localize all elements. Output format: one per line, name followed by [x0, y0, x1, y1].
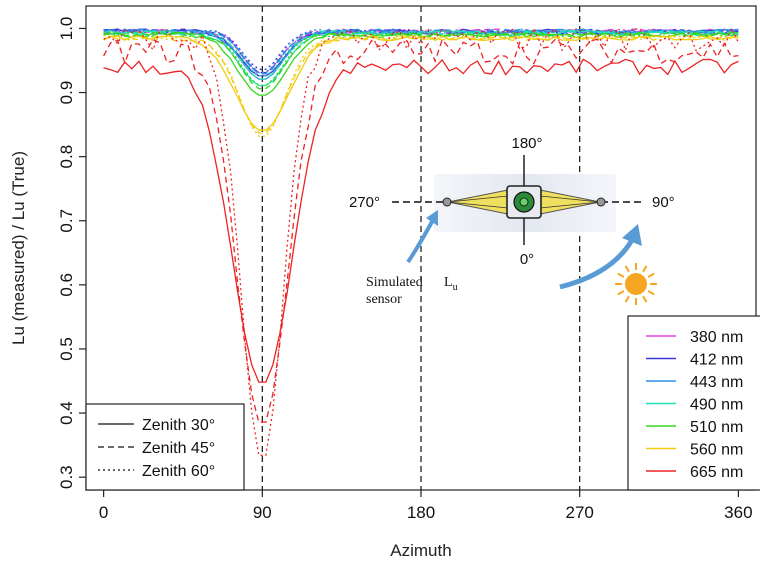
- x-tick-label: 270: [565, 503, 593, 522]
- y-axis: 0.3 0.4 0.5 0.6 0.7 0.8 0.9 1.0: [57, 17, 86, 489]
- y-tick-label: 0.6: [57, 273, 76, 297]
- angle-label-0: 0°: [520, 251, 534, 268]
- zenith-legend: Zenith 30° Zenith 45° Zenith 60°: [85, 403, 245, 491]
- sun-ray: [624, 295, 630, 303]
- legend-label: 412 nm: [690, 352, 743, 369]
- series-line-510nm-zenith-45: [103, 31, 739, 90]
- sensor-inset: 180° 0° 270° 90° Simulated sensor Lu: [349, 135, 675, 307]
- y-tick-label: 0.3: [57, 465, 76, 489]
- y-tick-label: 1.0: [57, 17, 76, 41]
- legend-label: Zenith 30°: [142, 417, 215, 434]
- legend-label: 490 nm: [690, 397, 743, 414]
- legend-label: Zenith 45°: [142, 440, 215, 457]
- sun-ray: [647, 290, 655, 296]
- sun-ray: [624, 265, 630, 273]
- rotation-arrowhead: [622, 224, 642, 246]
- angle-label-270: 270°: [349, 194, 380, 211]
- series-group: [103, 26, 739, 456]
- angle-label-90: 90°: [652, 194, 675, 211]
- sun-ray: [617, 290, 625, 296]
- legend-label: 380 nm: [690, 329, 743, 346]
- series-line-510nm-zenith-60: [103, 31, 739, 86]
- angle-label-180: 180°: [511, 135, 542, 152]
- sun-ray: [617, 272, 625, 278]
- lu-label-main: L: [444, 275, 453, 290]
- rotation-arrow: [559, 238, 635, 290]
- legend-label: 560 nm: [690, 442, 743, 459]
- legend-label: 443 nm: [690, 374, 743, 391]
- sensor-pointer-arrowhead: [426, 210, 438, 226]
- x-tick-label: 0: [99, 503, 108, 522]
- y-tick-label: 0.5: [57, 337, 76, 361]
- x-axis: 0 90 180 270 360: [99, 490, 753, 522]
- series-line-665nm-zenith-45: [103, 38, 739, 423]
- sensor-head-right: [596, 197, 606, 207]
- reference-lines: [261, 6, 581, 490]
- wavelength-legend: 380 nm 412 nm 443 nm 490 nm 510 nm 560 nm 665 …: [627, 315, 760, 491]
- lu-label-subscript: u: [453, 282, 458, 293]
- sensor-head-left: [442, 197, 452, 207]
- sun-ray: [642, 295, 648, 303]
- series-line-665nm-zenith-30: [103, 58, 739, 383]
- sensor-label-line1: Simulated: [366, 275, 423, 290]
- x-tick-label: 90: [253, 503, 272, 522]
- sun-disc: [625, 273, 647, 295]
- sun-icon: [615, 263, 657, 305]
- legend-label: 510 nm: [690, 419, 743, 436]
- x-tick-label: 360: [724, 503, 752, 522]
- x-axis-title: Azimuth: [390, 541, 451, 560]
- series-line-560nm-zenith-30: [103, 34, 739, 131]
- x-tick-label: 180: [407, 503, 435, 522]
- y-axis-title: Lu (measured) / Lu (True): [9, 151, 28, 345]
- legend-label: Zenith 60°: [142, 463, 215, 480]
- y-tick-label: 0.7: [57, 209, 76, 233]
- sun-ray: [642, 265, 648, 273]
- sensor-pointer-arrow: [406, 217, 436, 264]
- y-tick-label: 0.9: [57, 81, 76, 105]
- legend-label: 665 nm: [690, 464, 743, 481]
- series-line-560nm-zenith-60: [103, 34, 739, 137]
- lu-label: Lu: [444, 275, 458, 293]
- sensor-label-line2: sensor: [366, 292, 402, 307]
- y-tick-label: 0.8: [57, 145, 76, 169]
- sun-ray: [647, 272, 655, 278]
- y-tick-label: 0.4: [57, 401, 76, 425]
